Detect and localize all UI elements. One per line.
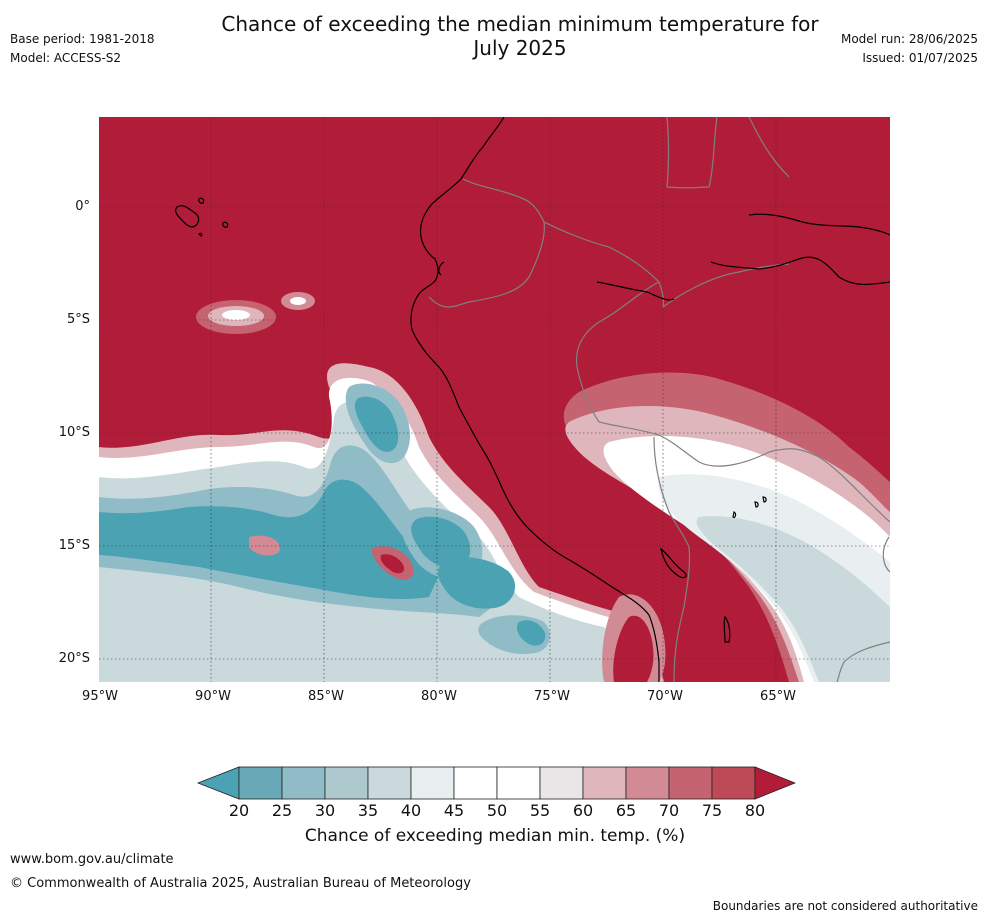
- colorbar-tick-label: 20: [228, 801, 250, 820]
- colorbar-cell: [238, 766, 283, 800]
- colorbar-label: Chance of exceeding median min. temp. (%…: [304, 826, 686, 846]
- colorbar-extend-low: [196, 766, 240, 800]
- colorbar-cell: [668, 766, 713, 800]
- colorbar-tick-label: 75: [701, 801, 723, 820]
- land-low-chance-region: [563, 372, 890, 682]
- colorbar-cell: [496, 766, 541, 800]
- colorbar-cell: [453, 766, 498, 800]
- disclaimer-text: Boundaries are not considered authoritat…: [712, 899, 978, 913]
- colorbar-tick-label: 50: [486, 801, 508, 820]
- lon-tick: 75°W: [534, 689, 570, 704]
- lon-tick: 80°W: [421, 689, 457, 704]
- colorbar-tick-label: 40: [400, 801, 422, 820]
- chart-title: Chance of exceeding the median minimum t…: [160, 12, 880, 60]
- colorbar-cell: [711, 766, 756, 800]
- base-period: Base period: 1981-2018: [10, 32, 155, 46]
- colorbar-tick-label: 45: [443, 801, 465, 820]
- country-borders: [428, 117, 890, 682]
- colorbar-cell: [582, 766, 627, 800]
- issued-date: Issued: 01/07/2025: [862, 51, 978, 65]
- lat-tick: 20°S: [58, 651, 90, 666]
- forecast-map: [99, 117, 890, 682]
- title-line-1: Chance of exceeding the median minimum t…: [221, 12, 819, 36]
- copyright-text: © Commonwealth of Australia 2025, Austra…: [10, 876, 471, 891]
- colorbar-tick-label: 60: [572, 801, 594, 820]
- colorbar-cell: [539, 766, 584, 800]
- colorbar-cell: [281, 766, 326, 800]
- colorbar-tick-label: 35: [357, 801, 379, 820]
- colorbar-tick-label: 25: [271, 801, 293, 820]
- colorbar: [196, 766, 796, 800]
- colorbar-tick-label: 30: [314, 801, 336, 820]
- lon-tick: 85°W: [308, 689, 344, 704]
- lat-tick: 0°: [75, 199, 90, 214]
- lat-tick: 15°S: [58, 538, 90, 553]
- colorbar-cell: [367, 766, 412, 800]
- model-run: Model run: 28/06/2025: [840, 32, 978, 46]
- lon-tick: 70°W: [647, 689, 683, 704]
- colorbar-cell: [410, 766, 455, 800]
- colorbar-tick-label: 65: [615, 801, 637, 820]
- colorbar-extend-high: [754, 766, 796, 800]
- colorbar-tick-label: 80: [744, 801, 766, 820]
- lat-tick: 5°S: [66, 312, 90, 327]
- coastline: [175, 117, 890, 682]
- colorbar-tick-label: 70: [658, 801, 680, 820]
- model-name: Model: ACCESS-S2: [10, 51, 122, 65]
- lon-tick: 65°W: [760, 689, 796, 704]
- colorbar-tick-label: 55: [529, 801, 551, 820]
- low-chance-spots-north: [196, 292, 315, 334]
- lon-tick: 95°W: [82, 689, 118, 704]
- lon-tick: 90°W: [195, 689, 231, 704]
- lat-tick: 10°S: [58, 425, 90, 440]
- title-line-2: July 2025: [473, 36, 567, 60]
- ocean-low-chance-region: [99, 363, 664, 682]
- website-link[interactable]: www.bom.gov.au/climate: [10, 852, 174, 867]
- colorbar-cell: [625, 766, 670, 800]
- colorbar-cell: [324, 766, 369, 800]
